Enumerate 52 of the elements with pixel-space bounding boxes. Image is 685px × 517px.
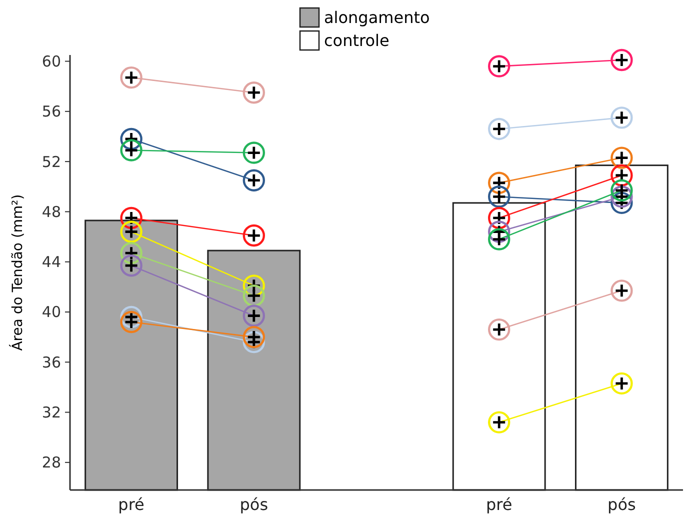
y-tick-label: 56: [42, 102, 61, 121]
point: [120, 206, 142, 230]
point: [242, 326, 265, 348]
y-tick-label: 60: [42, 52, 61, 71]
point: [242, 284, 265, 307]
x-tick-label: pré: [486, 495, 512, 514]
point: [488, 206, 510, 230]
point: [610, 372, 633, 395]
y-tick-label: 28: [42, 454, 61, 472]
point: [120, 220, 142, 243]
point: [120, 66, 142, 89]
point: [610, 146, 633, 169]
y-tick-label: 48: [42, 202, 61, 221]
point: [610, 106, 633, 129]
point: [488, 228, 510, 250]
point: [242, 224, 265, 247]
point: [610, 48, 633, 72]
point: [610, 164, 633, 186]
point: [488, 318, 510, 341]
point: [488, 186, 510, 208]
point: [488, 220, 510, 243]
y-tick-label: 40: [42, 303, 61, 322]
y-tick-label: 44: [42, 253, 61, 272]
point: [242, 169, 265, 192]
point: [488, 172, 510, 194]
point: [610, 192, 633, 214]
point: [610, 280, 633, 302]
point: [242, 304, 265, 327]
legend-label: controle: [324, 31, 390, 50]
point: [242, 82, 265, 104]
legend-label: alongamento: [324, 8, 430, 27]
point: [120, 242, 142, 264]
point: [242, 274, 265, 297]
point: [488, 55, 510, 78]
point: [242, 330, 265, 354]
point: [610, 179, 633, 202]
point: [242, 142, 265, 164]
point: [120, 254, 142, 277]
y-axis-title: Área do Tendão (mm²): [9, 194, 26, 351]
y-tick-label: 32: [42, 404, 61, 422]
y-tick-label: 36: [42, 353, 61, 372]
x-tick-label: pré: [118, 495, 144, 514]
point: [488, 411, 510, 434]
point: [120, 139, 142, 162]
point: [120, 128, 142, 150]
point: [120, 306, 142, 328]
x-tick-label: pós: [240, 495, 268, 514]
y-tick-label: 52: [42, 152, 61, 171]
x-tick-label: pós: [608, 495, 636, 514]
point: [610, 186, 633, 208]
point: [120, 310, 142, 334]
point: [488, 118, 510, 140]
